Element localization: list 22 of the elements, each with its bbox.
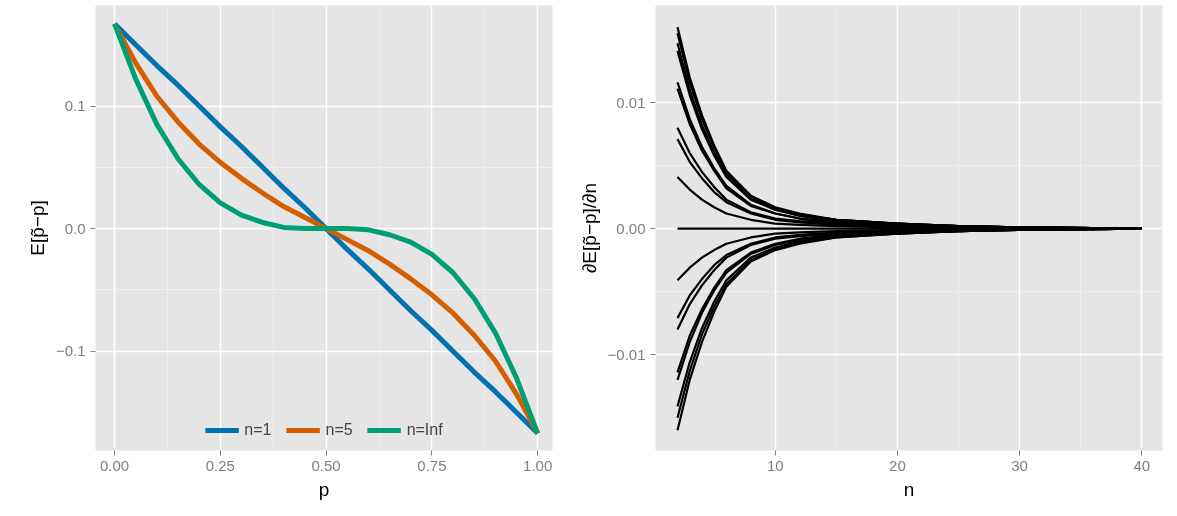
y-tick-label: −0.1 <box>55 342 86 360</box>
legend-label: n=5 <box>325 421 353 439</box>
x-tick-label: 0.75 <box>417 456 447 474</box>
x-tick-label: 20 <box>889 456 906 474</box>
y-axis-title: E[p̃−p] <box>26 200 48 256</box>
y-tick-label: 0.0 <box>64 219 86 237</box>
y-tick-label: −0.01 <box>607 345 646 363</box>
legend-label: n=Inf <box>406 421 443 439</box>
y-axis-title: ∂E[p̃−p]/∂n <box>578 182 600 274</box>
x-tick-label: 1.00 <box>523 456 553 474</box>
y-tick-label: 0.01 <box>616 93 646 111</box>
x-tick-label: 0.00 <box>99 456 130 474</box>
x-tick-label: 0.50 <box>311 456 341 474</box>
x-tick-label: 30 <box>1011 456 1028 474</box>
x-axis-title: n <box>903 478 915 500</box>
y-tick-label: 0.00 <box>616 219 646 237</box>
y-tick-label: 0.1 <box>64 97 86 115</box>
x-tick-label: 40 <box>1133 456 1151 474</box>
legend-label: n=1 <box>244 421 272 439</box>
x-axis-title: p <box>318 478 330 500</box>
x-tick-label: 0.25 <box>205 456 235 474</box>
x-tick-label: 10 <box>766 456 784 474</box>
